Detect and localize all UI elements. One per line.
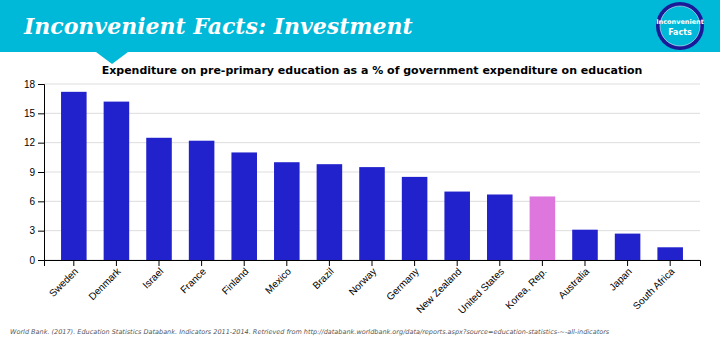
x-tick-label: Brazil (310, 266, 335, 291)
x-tick-mark (116, 260, 117, 266)
x-tick-mark (372, 260, 373, 266)
x-tick-label: Israel (140, 266, 165, 291)
bar (444, 192, 470, 260)
x-tick-label: Norway (347, 266, 379, 298)
y-tick: 15 (24, 108, 44, 119)
y-tick-mark (38, 113, 44, 114)
x-tick-mark (670, 260, 671, 266)
y-tick-label: 0 (29, 255, 35, 266)
y-tick-label: 18 (24, 79, 36, 90)
x-tick-label: Germany (384, 266, 421, 303)
y-tick: 9 (29, 167, 44, 178)
x-tick-mark (201, 260, 202, 266)
plot: 0 3 6 9 12 15 18 SwedenDenmark Israel France Finla… (24, 79, 701, 316)
bar (61, 92, 87, 260)
x-tick-label: Sweden (47, 266, 80, 299)
x-tick: Australia (556, 260, 592, 301)
x-tick-mark (286, 260, 287, 266)
y-axis: 0 3 6 9 12 15 18 (24, 79, 45, 266)
x-tick-mark (627, 260, 628, 266)
bars (61, 92, 683, 260)
bar (146, 138, 172, 260)
bar (487, 194, 513, 260)
y-tick: 6 (29, 196, 44, 207)
y-tick-label: 15 (24, 108, 36, 119)
y-tick: 0 (29, 255, 44, 266)
y-tick-mark (38, 84, 44, 85)
logo-text: Facts (668, 28, 692, 37)
chart: Inconvenient Facts: Investment Inconvenie… (0, 0, 720, 338)
bar (530, 196, 556, 260)
grid-line (44, 113, 700, 114)
y-tick-mark (38, 201, 44, 202)
y-tick-label: 3 (29, 225, 35, 236)
bar (104, 102, 130, 260)
x-tick-label: Japan (607, 266, 634, 293)
bar (317, 164, 343, 260)
title: Expenditure on pre-primary education as … (102, 64, 643, 77)
bar (615, 234, 641, 260)
grid-line (44, 142, 700, 143)
x-tick-mark (499, 260, 500, 266)
x-tick-mark (584, 260, 585, 266)
x-tick: Norway (347, 260, 379, 297)
y-tick: 12 (24, 137, 44, 148)
bar (572, 230, 598, 260)
x-tick-mark (73, 260, 74, 266)
x-tick-label: France (178, 265, 208, 295)
x-axis-line (45, 261, 701, 267)
y-tick-label: 9 (29, 167, 35, 178)
y-tick-mark (38, 231, 44, 232)
y-tick-label: 12 (24, 137, 36, 148)
x-tick: France (178, 260, 208, 295)
x-tick: South Africa (631, 260, 677, 312)
x-tick-label: Finland (220, 266, 251, 297)
x-tick-label: Mexico (263, 265, 293, 295)
x-tick-mark (414, 260, 415, 266)
x-tick-label: Australia (556, 265, 592, 301)
footnote: World Bank. (2017). Education Statistics… (10, 328, 610, 336)
y-tick-label: 6 (29, 196, 35, 207)
bar (274, 162, 300, 260)
x-tick-label: United States (456, 266, 506, 316)
header-chevron (96, 52, 128, 64)
x-tick-mark (457, 260, 458, 266)
header-text: Inconvenient Facts: Investment (23, 13, 413, 39)
bar (189, 141, 215, 260)
bar (402, 177, 428, 260)
x-tick: Korea, Rep. (503, 260, 549, 311)
x-axis: SwedenDenmark Israel France Finland Mexico Br… (45, 260, 701, 316)
x-tick: Denmark (86, 260, 123, 302)
x-tick-mark (159, 260, 160, 266)
grid-line (44, 84, 700, 85)
y-tick-mark (38, 172, 44, 173)
x-tick: Brazil (310, 260, 335, 291)
x-tick-mark (542, 260, 543, 266)
x-tick: Israel (140, 260, 165, 291)
logo-outer (656, 2, 704, 50)
x-tick: United States (456, 260, 506, 316)
x-tick: Germany (384, 260, 421, 303)
x-tick-label: South Africa (631, 265, 677, 311)
y-tick-mark (38, 143, 44, 144)
x-tick: Japan (607, 260, 634, 293)
x-tick: Finland (220, 260, 251, 297)
y-tick: 3 (29, 225, 44, 236)
x-tick-mark (244, 260, 245, 266)
y-tick: 18 (24, 79, 44, 90)
logo-text: Inconvenient (656, 18, 704, 26)
y-axis-line (38, 85, 45, 261)
grid (44, 84, 700, 260)
x-tick: Sweden (47, 260, 80, 299)
x-tick-label: Korea, Rep. (503, 266, 549, 312)
header-banner (0, 0, 720, 52)
y-tick-mark (38, 260, 44, 261)
bar (657, 247, 683, 260)
x-tick: Mexico (263, 260, 293, 296)
bar (359, 167, 385, 260)
x-tick-mark (329, 260, 330, 266)
bar (231, 152, 257, 260)
x-tick-label: Denmark (86, 265, 123, 302)
